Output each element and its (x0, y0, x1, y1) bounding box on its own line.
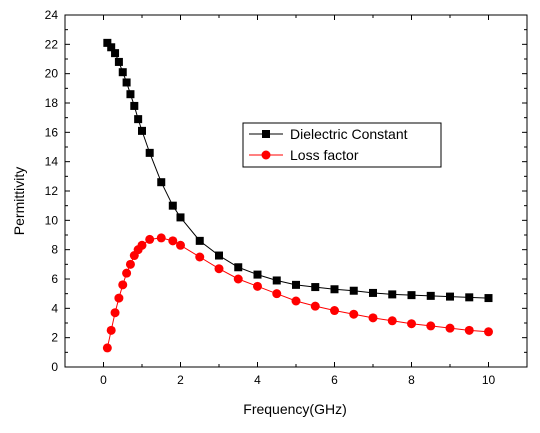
legend-box (242, 122, 442, 168)
y-tick-label: 22 (45, 37, 59, 51)
legend-label: Loss factor (290, 147, 359, 163)
data-point-square (138, 126, 146, 135)
data-point-circle (168, 236, 178, 246)
data-point-circle (407, 319, 416, 329)
data-point-circle (110, 308, 120, 318)
y-axis-title: Permittivity (11, 167, 27, 235)
data-series (102, 38, 493, 353)
data-point-circle (464, 325, 474, 335)
x-tick-label: 8 (408, 373, 415, 387)
series-1 (103, 38, 493, 303)
legend-marker-square (262, 130, 270, 138)
data-point-circle (291, 296, 301, 306)
data-point-circle (387, 316, 397, 326)
y-tick-label: 4 (51, 301, 58, 315)
data-point-square (114, 57, 123, 66)
y-tick-label: 0 (51, 360, 58, 374)
data-point-square (145, 148, 154, 157)
data-point-circle (145, 234, 155, 244)
data-point-circle (272, 289, 282, 299)
data-point-circle (484, 327, 493, 337)
data-point-square (122, 78, 131, 87)
legend-marker-circle (261, 150, 271, 160)
data-point-square (446, 292, 454, 301)
data-point-square (103, 38, 112, 47)
data-point-square (168, 201, 177, 210)
data-point-square (130, 101, 139, 110)
data-point-circle (214, 264, 224, 274)
data-point-square (118, 68, 127, 77)
y-tick-label: 8 (51, 243, 58, 257)
data-point-square (349, 286, 358, 295)
x-tick-label: 6 (331, 373, 338, 387)
data-point-circle (368, 313, 378, 323)
data-point-square (134, 115, 143, 124)
plot-border (64, 14, 528, 368)
data-point-square (215, 251, 223, 260)
data-point-square (330, 285, 339, 294)
data-point-square (176, 213, 185, 222)
data-point-square (272, 276, 281, 285)
data-point-square (126, 90, 135, 99)
data-point-square (484, 294, 493, 303)
y-tick-label: 24 (45, 8, 59, 22)
data-point-square (388, 290, 397, 299)
data-point-square (311, 283, 320, 292)
y-tick-label: 16 (45, 125, 59, 139)
y-tick-label: 6 (51, 272, 58, 286)
x-tick-label: 0 (100, 373, 107, 387)
x-tick-label: 4 (254, 373, 261, 387)
data-point-circle (114, 293, 124, 303)
data-point-circle (106, 325, 116, 335)
data-point-circle (253, 281, 262, 291)
series-line (106, 42, 489, 299)
x-tick-label: 10 (482, 373, 496, 387)
legend-label: Dielectric Constant (290, 126, 408, 142)
data-point-circle (122, 268, 132, 278)
data-point-circle (426, 321, 436, 331)
y-tick-label: 14 (45, 155, 59, 169)
y-tick-label: 2 (51, 331, 58, 345)
data-point-circle (310, 301, 320, 311)
data-point-square (465, 293, 474, 302)
y-tick-label: 18 (45, 96, 59, 110)
data-point-square (111, 49, 120, 58)
data-point-circle (137, 240, 147, 250)
data-point-square (292, 280, 300, 289)
x-tick-label: 2 (177, 373, 184, 387)
data-point-square (407, 291, 416, 300)
data-point-circle (156, 233, 166, 243)
data-point-circle (102, 343, 112, 353)
data-point-circle (118, 280, 128, 290)
legend-item: Loss factor (249, 147, 359, 163)
data-point-square (426, 291, 435, 300)
data-point-circle (349, 309, 359, 319)
data-point-circle (445, 323, 455, 333)
series-2 (102, 233, 493, 353)
data-point-circle (195, 252, 205, 262)
y-tick-label: 10 (45, 213, 59, 227)
data-point-square (369, 288, 377, 297)
data-point-square (157, 178, 166, 187)
data-point-square (107, 43, 116, 52)
x-axis-title: Frequency(GHz) (243, 401, 346, 417)
data-point-square (234, 263, 243, 272)
data-point-circle (233, 274, 243, 284)
data-point-circle (125, 259, 135, 269)
legend-item: Dielectric Constant (249, 126, 408, 142)
data-point-square (253, 270, 262, 279)
y-tick-label: 12 (45, 184, 59, 198)
y-tick-label: 20 (45, 67, 59, 81)
data-point-circle (330, 306, 339, 316)
legend: Dielectric Constant Loss factor (242, 122, 442, 168)
data-point-circle (176, 240, 185, 250)
data-point-square (195, 236, 204, 245)
plot-frame (64, 14, 528, 368)
